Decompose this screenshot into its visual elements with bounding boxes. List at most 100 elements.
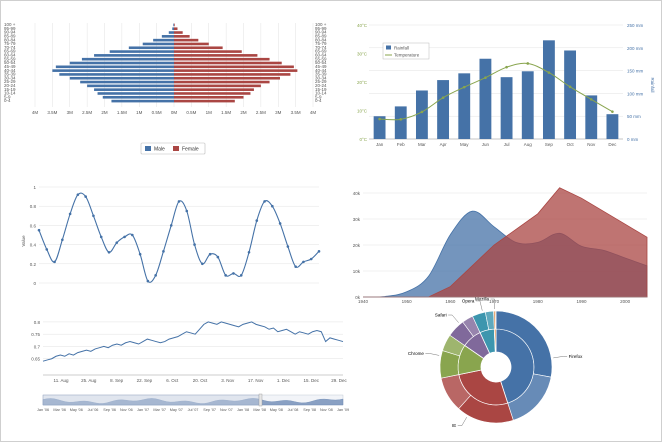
navigator-tick-label: Nov '07 xyxy=(220,408,233,412)
female-bar xyxy=(174,35,190,38)
male-bar xyxy=(128,46,174,50)
spline-point xyxy=(53,260,56,264)
age-label-right: 10-14 xyxy=(315,91,327,96)
temperature-line xyxy=(379,62,613,121)
y-right-tick-label: 0 mm xyxy=(627,137,639,142)
x-tick-label: 0.5M xyxy=(152,110,162,115)
navigator-tick-label: Jan '06 xyxy=(37,408,49,412)
donut-outer-slice xyxy=(494,310,497,330)
age-label-left: 85-89 xyxy=(4,33,16,38)
x-tick-label: 1940 xyxy=(358,299,369,304)
slice-label: IE xyxy=(452,423,456,428)
slice-label: Safari xyxy=(435,313,447,318)
spline-point xyxy=(61,238,64,242)
y-left-tick-label: 20°C xyxy=(357,80,368,85)
slice-connector xyxy=(457,417,467,426)
x-tick-label: 1970 xyxy=(489,299,500,304)
spline-point xyxy=(37,228,41,232)
x-tick-label: 1M xyxy=(206,110,213,115)
y-tick-label: 0.8 xyxy=(34,320,41,325)
navigator-tick-label: Mar '06 xyxy=(53,408,66,412)
navigator-tick-label: Sep '06 xyxy=(103,408,116,412)
x-tick-label: 17. Nov xyxy=(248,378,264,383)
rainfall-bar xyxy=(415,90,428,139)
male-bar xyxy=(97,92,174,95)
navigator-series xyxy=(42,398,344,406)
x-tick-label: 3.5M xyxy=(291,110,301,115)
age-label-right: 55-59 xyxy=(315,56,327,61)
female-bar xyxy=(174,54,258,57)
rainfall-bar xyxy=(585,95,598,139)
x-tick-label: 4M xyxy=(310,110,317,115)
rainfall-bar xyxy=(564,50,577,139)
age-label-right: 20-24 xyxy=(315,83,327,88)
male-bar xyxy=(94,88,174,91)
male-bar xyxy=(81,57,174,61)
age-label-left: 45-49 xyxy=(4,64,16,69)
x-tick-label: 1950 xyxy=(402,299,413,304)
y-tick-label: 0.8 xyxy=(30,204,37,209)
female-bar xyxy=(174,57,270,61)
age-label-left: 80-84 xyxy=(4,37,16,42)
y-left-tick-label: 10°C xyxy=(357,109,368,114)
age-label-left: 35-39 xyxy=(4,72,16,77)
spline-point xyxy=(255,219,259,222)
legend-label-temperature: Temperature xyxy=(394,53,420,58)
legend-label-female: Female xyxy=(182,147,199,153)
age-label-left: 95-99 xyxy=(4,26,16,31)
navigator-tick-label: Jul '06 xyxy=(88,408,99,412)
navigator-tick-label: May '06 xyxy=(70,408,83,412)
x-tick-label: Nov xyxy=(587,142,596,147)
spline-point xyxy=(286,245,290,248)
male-bar xyxy=(172,27,174,31)
age-label-right: 75-79 xyxy=(315,41,327,46)
spline-point xyxy=(115,241,119,244)
female-bar xyxy=(174,46,223,50)
spline-point xyxy=(177,200,181,203)
spline-chart: 0 0.2 0.4 0.6 0.8 1 Value xyxy=(21,185,321,286)
age-label-left: 15-19 xyxy=(4,87,16,92)
age-label-right: 70-74 xyxy=(315,45,327,50)
y-left-tick-label: 40°C xyxy=(357,23,368,28)
y-tick-label: 40k xyxy=(353,191,361,196)
x-tick-label: Jan xyxy=(376,142,384,147)
age-label-right: 80-84 xyxy=(315,37,327,42)
slice-connector xyxy=(425,353,440,356)
temperature-point xyxy=(399,118,403,121)
spline-point xyxy=(239,274,243,277)
spline-point xyxy=(309,257,313,261)
female-bar xyxy=(174,23,175,27)
age-label-right: 5-9 xyxy=(315,94,322,99)
female-bar xyxy=(174,31,183,34)
x-tick-label: Mar xyxy=(418,142,426,147)
y-tick-label: 10k xyxy=(353,269,361,274)
spline-point xyxy=(247,250,251,254)
spline-point xyxy=(131,233,134,237)
legend-label-male: Male xyxy=(154,147,165,153)
age-label-right: 30-34 xyxy=(315,75,327,80)
y-right-tick-label: 50 mm xyxy=(627,114,641,119)
navigator-tick-label: Nov '06 xyxy=(120,408,133,412)
female-bar xyxy=(174,80,270,84)
y-tick-label: 1 xyxy=(33,185,36,190)
x-tick-label: 22. Sep xyxy=(137,378,153,383)
age-label-left: 0-4 xyxy=(4,98,11,103)
x-tick-label: 0.5M xyxy=(186,110,196,115)
navigator-tick-label: Mar '07 xyxy=(153,408,166,412)
y-tick-label: 30k xyxy=(353,217,361,222)
navigator-tick-label: Jul '08 xyxy=(288,408,299,412)
spline-point xyxy=(99,235,103,239)
rainfall-bar xyxy=(394,106,407,139)
age-label-left: 55-59 xyxy=(4,56,16,61)
x-tick-label: 1.5M xyxy=(221,110,231,115)
age-label-left: 90-94 xyxy=(4,30,16,35)
female-bar xyxy=(174,99,235,103)
y-right-tick-label: 200 mm xyxy=(627,46,644,51)
x-tick-label: 1M xyxy=(136,110,143,115)
y-tick-label: 0.2 xyxy=(30,262,37,267)
x-tick-label: 1990 xyxy=(576,299,587,304)
rainfall-bar xyxy=(479,58,492,139)
spline-point xyxy=(302,260,305,264)
age-label-right: 85-89 xyxy=(315,33,327,38)
y-right-axis-title: Rainfall xyxy=(650,77,655,92)
